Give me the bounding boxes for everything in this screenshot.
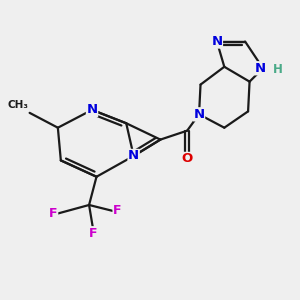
Text: N: N	[128, 149, 139, 162]
Text: N: N	[194, 108, 205, 121]
Text: O: O	[182, 152, 193, 165]
Text: N: N	[254, 62, 266, 75]
Text: F: F	[49, 207, 58, 220]
Text: CH₃: CH₃	[7, 100, 28, 110]
Text: F: F	[89, 227, 98, 240]
Text: N: N	[86, 103, 98, 116]
Text: N: N	[211, 35, 222, 48]
Text: F: F	[113, 204, 122, 218]
Text: H: H	[273, 63, 283, 76]
